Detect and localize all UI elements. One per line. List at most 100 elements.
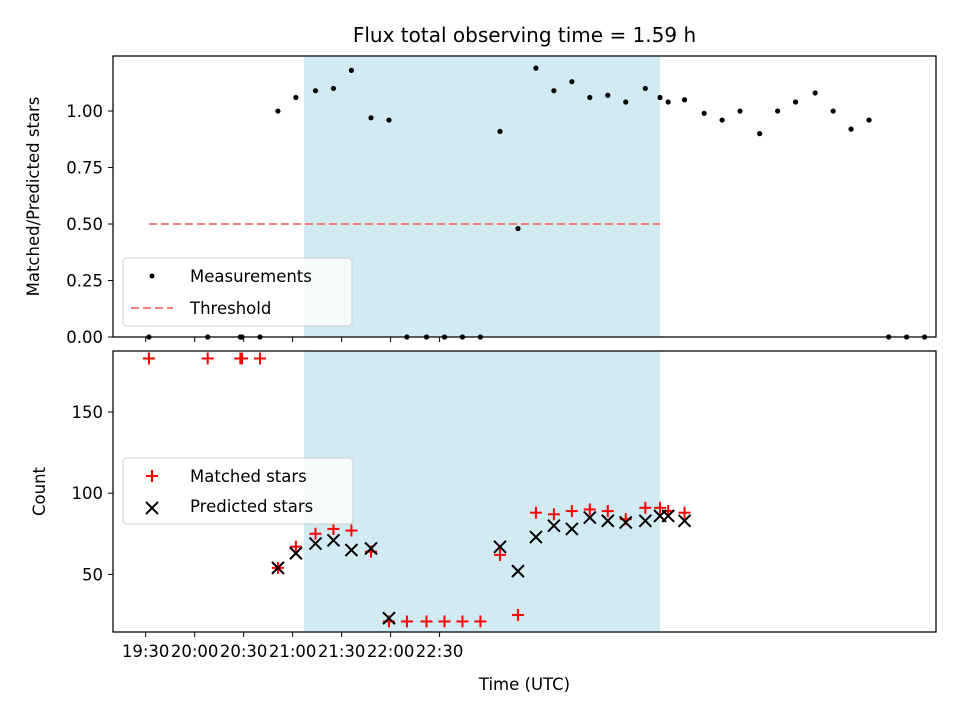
predicted-star-marker bbox=[638, 514, 653, 528]
count-panel-y-axis-label: Count bbox=[30, 466, 49, 516]
measurement-point bbox=[623, 99, 629, 105]
legend-matched-marker bbox=[146, 470, 158, 482]
matched-star-marker bbox=[583, 503, 596, 516]
y-tick-label: 100 bbox=[72, 484, 104, 503]
ratio-panel: 0.00 0.25 0.50 0.75 1.00 Matched/Predicted s… bbox=[24, 55, 937, 347]
legend-threshold-label: Threshold bbox=[189, 299, 271, 318]
predicted-star-marker bbox=[661, 509, 675, 523]
matched-star-marker bbox=[494, 548, 507, 561]
predicted-star-marker bbox=[565, 522, 579, 536]
matched-star-marker bbox=[639, 501, 652, 514]
count-panel-points bbox=[142, 352, 692, 628]
measurement-point bbox=[275, 108, 281, 114]
predicted-star-marker-b bbox=[601, 514, 615, 528]
measurement-point bbox=[569, 79, 575, 85]
ratio-panel-frame bbox=[112, 55, 937, 338]
measurement-point bbox=[665, 99, 671, 105]
measurement-point bbox=[792, 99, 799, 105]
y-tick-label: 50 bbox=[82, 565, 103, 584]
legend-measurements-marker bbox=[149, 273, 155, 279]
predicted-star-marker bbox=[493, 540, 507, 554]
y-tick-label: 0.00 bbox=[66, 328, 103, 347]
measurement-point bbox=[605, 92, 611, 98]
ratio-panel-shaded-region bbox=[304, 56, 661, 337]
legend-matched-label: Matched stars bbox=[190, 467, 307, 486]
measurement-point bbox=[657, 94, 663, 101]
y-tick-label: 0.25 bbox=[66, 272, 103, 291]
legend-predicted-label: Predicted stars bbox=[190, 497, 313, 516]
count-panel: 50 100 150 19:30 20:00 20:30 21:00 21:30 22:00 2… bbox=[30, 350, 937, 694]
y-tick-label: 1.00 bbox=[66, 102, 103, 121]
y-tick-label: 150 bbox=[72, 403, 104, 422]
matched-star-marker bbox=[565, 505, 578, 518]
y-tick-label: 0.50 bbox=[66, 215, 103, 234]
count-panel-frame bbox=[112, 350, 937, 633]
matched-star-marker bbox=[289, 540, 302, 553]
matched-star-marker bbox=[201, 352, 214, 365]
predicted-star-marker bbox=[601, 514, 615, 528]
measurement-point bbox=[312, 88, 319, 94]
predicted-star-marker bbox=[619, 515, 633, 530]
predicted-star-marker-b bbox=[583, 510, 597, 525]
predicted-star-marker-b bbox=[529, 530, 543, 544]
matched-star-marker bbox=[456, 615, 469, 628]
predicted-star-marker bbox=[547, 518, 561, 533]
count-panel-shaded-region bbox=[304, 351, 661, 632]
observing-window-shade bbox=[304, 56, 661, 337]
ratio-panel-y-ticks: 0.00 0.25 0.50 0.75 1.00 bbox=[66, 102, 113, 347]
measurement-point bbox=[587, 94, 593, 101]
x-tick-label: 22:30 bbox=[416, 642, 464, 661]
measurement-point bbox=[757, 131, 763, 137]
x-tick-label: 20:00 bbox=[171, 642, 219, 661]
measurement-point bbox=[830, 108, 836, 114]
predicted-star-marker-b bbox=[326, 533, 341, 547]
predicted-star-marker-b bbox=[382, 611, 396, 625]
matched-star-marker bbox=[547, 508, 560, 521]
measurement-point bbox=[330, 85, 337, 92]
measurement-point bbox=[701, 110, 707, 116]
legend-measurements-label: Measurements bbox=[190, 267, 312, 286]
matched-star-marker bbox=[253, 352, 266, 365]
matched-star-marker bbox=[327, 522, 340, 535]
legend-predicted-marker bbox=[145, 501, 159, 515]
observing-window-shade bbox=[304, 351, 661, 632]
matched-star-marker bbox=[654, 501, 667, 514]
predicted-star-marker-b bbox=[271, 561, 285, 575]
measurement-point bbox=[737, 108, 743, 114]
predicted-star-marker-b bbox=[565, 522, 579, 536]
predicted-star-marker-b bbox=[677, 514, 692, 528]
predicted-star-marker-b bbox=[364, 541, 378, 556]
predicted-star-marker-b bbox=[493, 540, 507, 554]
predicted-star-marker-b bbox=[308, 536, 323, 551]
matched-star-marker bbox=[236, 352, 249, 365]
ratio-panel-legend: Measurements Threshold bbox=[122, 257, 353, 327]
measurement-point bbox=[348, 67, 355, 73]
predicted-star-marker-b bbox=[661, 509, 675, 523]
ratio-panel-x-ticks bbox=[145, 337, 441, 342]
matched-star-marker bbox=[309, 527, 322, 540]
matched-star-marker bbox=[511, 608, 524, 621]
matched-star-marker bbox=[678, 506, 691, 519]
predicted-star-marker bbox=[308, 536, 323, 551]
matched-star-marker bbox=[142, 352, 155, 365]
ratio-panel-legend-box bbox=[122, 257, 353, 327]
predicted-star-marker bbox=[364, 541, 378, 556]
predicted-star-marker-b bbox=[619, 515, 633, 530]
measurement-point bbox=[642, 85, 648, 92]
predicted-star-marker bbox=[511, 564, 525, 578]
measurement-point bbox=[386, 117, 392, 123]
measurement-point bbox=[293, 94, 299, 101]
ratio-panel-y-axis-label: Matched/Predicted stars bbox=[24, 97, 43, 297]
predicted-star-marker-b bbox=[547, 518, 561, 533]
matched-star-marker bbox=[474, 615, 487, 628]
matched-star-marker bbox=[345, 524, 358, 537]
predicted-star-marker bbox=[289, 546, 303, 560]
predicted-star-marker bbox=[344, 543, 359, 557]
measurement-point bbox=[551, 88, 557, 94]
count-panel-y-ticks: 50 100 150 bbox=[72, 403, 113, 584]
predicted-star-marker bbox=[677, 514, 692, 528]
predicted-star-marker-b bbox=[344, 543, 359, 557]
predicted-star-marker-b bbox=[511, 564, 525, 578]
matched-star-marker bbox=[438, 615, 451, 628]
